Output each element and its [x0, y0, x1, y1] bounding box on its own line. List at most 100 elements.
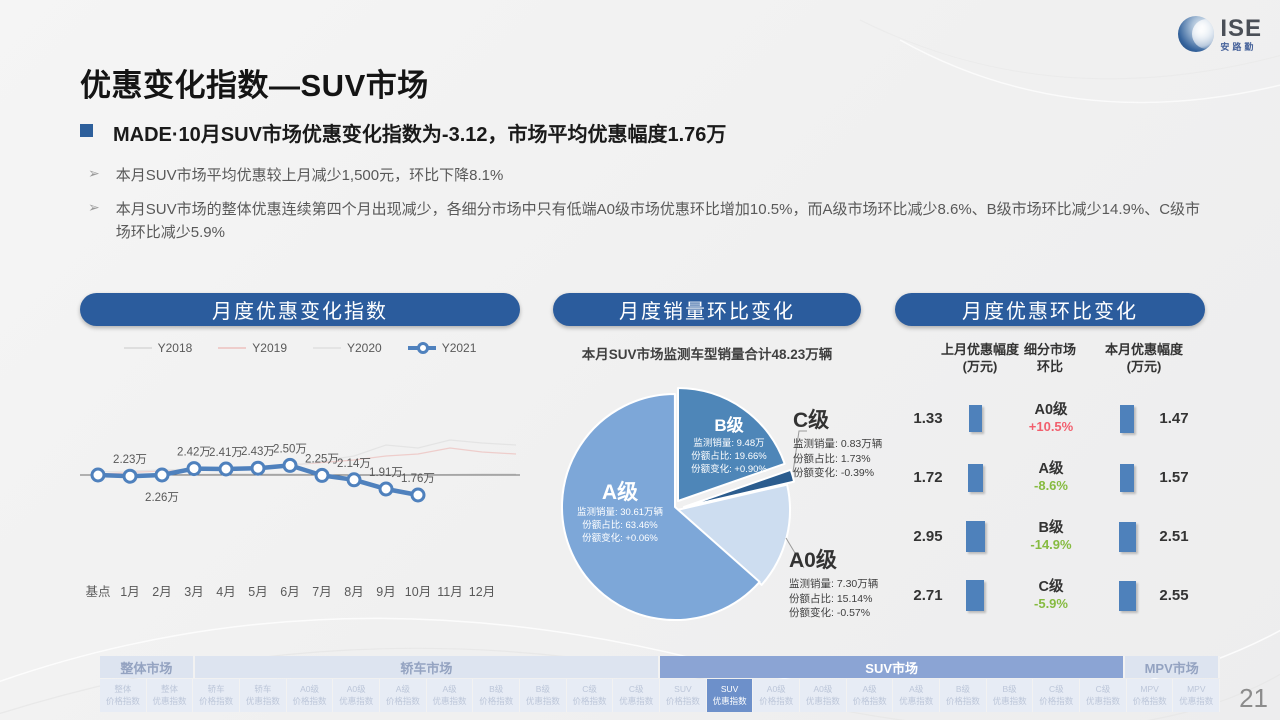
nav-tab-A0级-价格指数[interactable]: A0级 价格指数 [286, 679, 334, 712]
nav-tab-C级-价格指数[interactable]: C级 价格指数 [1033, 679, 1081, 712]
panel-discount-index-header: 月度优惠变化指数 [80, 293, 520, 326]
nav-tab-SUV-价格指数[interactable]: SUV 价格指数 [660, 679, 707, 712]
comparison-row-A0级: 1.33 A0级 +10.5% 1.47 [895, 389, 1207, 448]
curr-value: 2.55 [1159, 587, 1189, 604]
nav-tab-A0级-优惠指数[interactable]: A0级 优惠指数 [333, 679, 381, 712]
svg-text:2.25万: 2.25万 [305, 453, 339, 465]
nav-tab-A级-优惠指数[interactable]: A级 优惠指数 [893, 679, 941, 712]
discount-bar [1120, 404, 1134, 433]
svg-text:2.42万: 2.42万 [177, 447, 211, 459]
legend-item-Y2020: Y2020 [313, 341, 382, 355]
square-bullet-icon [80, 124, 93, 137]
pie-label-A级: A级 监测销量: 30.61万辆 份额占比: 63.46% 份额变化: +0.06% [576, 481, 664, 544]
legend-item-Y2018: Y2018 [123, 341, 192, 355]
svg-text:2.14万: 2.14万 [337, 458, 371, 470]
nav-group-轿车市场[interactable]: 轿车市场 [194, 656, 660, 678]
x-tick: 6月 [280, 585, 300, 599]
svg-text:1.76万: 1.76万 [401, 473, 435, 485]
comparison-rows: 1.33 A0级 +10.5% 1.47 1.72 A级 -8.6% 1.57 2.95 B级 -1… [895, 389, 1207, 625]
nav-tab-MPV-价格指数[interactable]: MPV 价格指数 [1126, 679, 1174, 712]
nav-tab-B级-优惠指数[interactable]: B级 优惠指数 [520, 679, 567, 712]
nav-tab-A0级-优惠指数[interactable]: A0级 优惠指数 [800, 679, 847, 712]
arrow-bullet-icon: ➢ [88, 165, 100, 181]
x-tick: 9月 [376, 585, 396, 599]
curr-value: 2.51 [1159, 528, 1189, 545]
logo: ISE 安路勤 [1178, 16, 1262, 52]
nav-tab-B级-价格指数[interactable]: B级 价格指数 [473, 679, 521, 712]
sales-share-pie-chart: B级 监测销量: 9.48万 份额占比: 19.66% 份额变化: +0.90% C级监… [553, 369, 888, 641]
page-number: 21 [1239, 683, 1268, 713]
nav-group-整体市场[interactable]: 整体市场 [100, 656, 195, 678]
change-percent: -14.9% [1030, 537, 1072, 553]
svg-text:2.41万: 2.41万 [209, 447, 243, 459]
logo-text: ISE [1220, 14, 1262, 42]
nav-tab-轿车-价格指数[interactable]: 轿车 价格指数 [193, 679, 241, 712]
nav-tab-整体-价格指数[interactable]: 整体 价格指数 [100, 679, 147, 712]
prev-value: 2.95 [913, 528, 943, 545]
market-label: B级 [1038, 520, 1064, 536]
nav-tab-C级-优惠指数[interactable]: C级 优惠指数 [613, 679, 661, 712]
discount-bar [1120, 463, 1134, 492]
market-label: A0级 [1034, 402, 1068, 418]
nav-tab-A级-优惠指数[interactable]: A级 优惠指数 [426, 679, 474, 712]
nav-group-MPV市场[interactable]: MPV市场 [1125, 656, 1220, 678]
comparison-row-B级: 2.95 B级 -14.9% 2.51 [895, 507, 1207, 566]
nav-tab-A级-价格指数[interactable]: A级 价格指数 [846, 679, 894, 712]
pie-subtitle: 本月SUV市场监测车型销量合计48.23万辆 [581, 347, 833, 362]
col-header-curr: 本月优惠幅度 (万元) [1104, 342, 1183, 374]
nav-tab-MPV-优惠指数[interactable]: MPV 优惠指数 [1173, 679, 1221, 712]
comparison-column-headers: 上月优惠幅度 (万元) 细分市场 环比 本月优惠幅度 (万元) [895, 342, 1207, 382]
discount-bar [1118, 580, 1136, 611]
nav-tab-A0级-价格指数[interactable]: A0级 价格指数 [753, 679, 801, 712]
discount-bar [968, 405, 982, 432]
nav-tab-B级-价格指数[interactable]: B级 价格指数 [940, 679, 987, 712]
nav-group-SUV市场[interactable]: SUV市场 [660, 656, 1126, 678]
sub-bullet-2-text: 本月SUV市场的整体优惠连续第四个月出现减少，各细分市场中只有低端A0级市场优惠… [115, 201, 1201, 242]
svg-text:2.43万: 2.43万 [241, 446, 275, 458]
pie-label-A0级: A0级 监测销量: 7.30万辆 份额占比: 15.14% 份额变化: -0.57% [789, 549, 879, 619]
change-percent: +10.5% [1028, 419, 1074, 435]
col-header-market: 细分市场 环比 [1023, 342, 1076, 374]
pie-label-C级: C级 监测销量: 0.83万辆 份额占比: 1.73% 份额变化: -0.39% [793, 409, 883, 479]
key-finding-text: MADE·10月SUV市场优惠变化指数为-3.12，市场平均优惠幅度1.76万 [113, 124, 727, 146]
nav-tab-SUV-优惠指数[interactable]: SUV 优惠指数 [706, 679, 754, 712]
arrow-bullet-icon: ➢ [88, 199, 100, 215]
discount-bar [1118, 521, 1136, 552]
line-chart-x-axis: 基点 1月 2月 3月 4月 5月 6月 7月 8月 9月 10月 11月 12月 [80, 581, 520, 601]
prev-value: 1.72 [913, 469, 943, 486]
legend-swatch-icon [123, 347, 152, 349]
legend-item-Y2021: Y2021 [407, 341, 476, 355]
nav-tab-轿车-优惠指数[interactable]: 轿车 优惠指数 [240, 679, 287, 712]
discount-index-line-chart: 2.23万 2.26万 2.42万2.41万2.43万2.50万2.25万2.14万… [80, 439, 520, 504]
x-tick: 1月 [120, 585, 140, 599]
sub-bullet-1-text: 本月SUV市场平均优惠较上月减少1,500元，环比下降8.1% [115, 167, 504, 184]
nav-tab-整体-优惠指数[interactable]: 整体 优惠指数 [146, 679, 194, 712]
change-percent: -8.6% [1034, 478, 1068, 494]
legend-item-Y2019: Y2019 [218, 341, 287, 355]
nav-tab-A级-价格指数[interactable]: A级 价格指数 [380, 679, 427, 712]
sub-bullet-2: ➢ 本月SUV市场的整体优惠连续第四个月出现减少，各细分市场中只有低端A0级市场… [88, 198, 1208, 245]
legend-swatch-icon [218, 347, 247, 349]
comparison-row-A级: 1.72 A级 -8.6% 1.57 [895, 448, 1207, 507]
market-label: A级 [1038, 461, 1064, 477]
x-tick: 3月 [184, 585, 204, 599]
chart-legend: Y2018 Y2019 Y2020 Y2021 [80, 341, 520, 355]
curr-value: 1.57 [1159, 469, 1189, 486]
legend-swatch-icon [313, 347, 341, 349]
nav-tab-C级-优惠指数[interactable]: C级 优惠指数 [1080, 679, 1127, 712]
bottom-nav: 整体市场 轿车市场 SUV市场 MPV市场 整体 价格指数 整体 优惠指数 轿车 价格指数 轿车优… [100, 656, 1221, 712]
legend-swatch-icon [407, 342, 436, 354]
change-percent: -5.9% [1034, 596, 1068, 612]
nav-tab-C级-价格指数[interactable]: C级 价格指数 [566, 679, 614, 712]
key-finding: MADE·10月SUV市场优惠变化指数为-3.12，市场平均优惠幅度1.76万 [80, 118, 726, 147]
market-label: C级 [1038, 579, 1064, 595]
nav-tab-B级-优惠指数[interactable]: B级 优惠指数 [986, 679, 1034, 712]
curr-value: 1.47 [1159, 410, 1189, 427]
x-tick: 2月 [152, 585, 172, 599]
sub-bullet-1: ➢ 本月SUV市场平均优惠较上月减少1,500元，环比下降8.1% [88, 164, 1208, 187]
discount-bar [966, 580, 984, 611]
pie-label-B级: B级 监测销量: 9.48万 份额占比: 19.66% 份额变化: +0.90% [691, 416, 767, 475]
discount-bar [967, 463, 983, 492]
logo-subtext: 安路勤 [1220, 41, 1257, 52]
svg-text:2.50万: 2.50万 [273, 443, 307, 455]
